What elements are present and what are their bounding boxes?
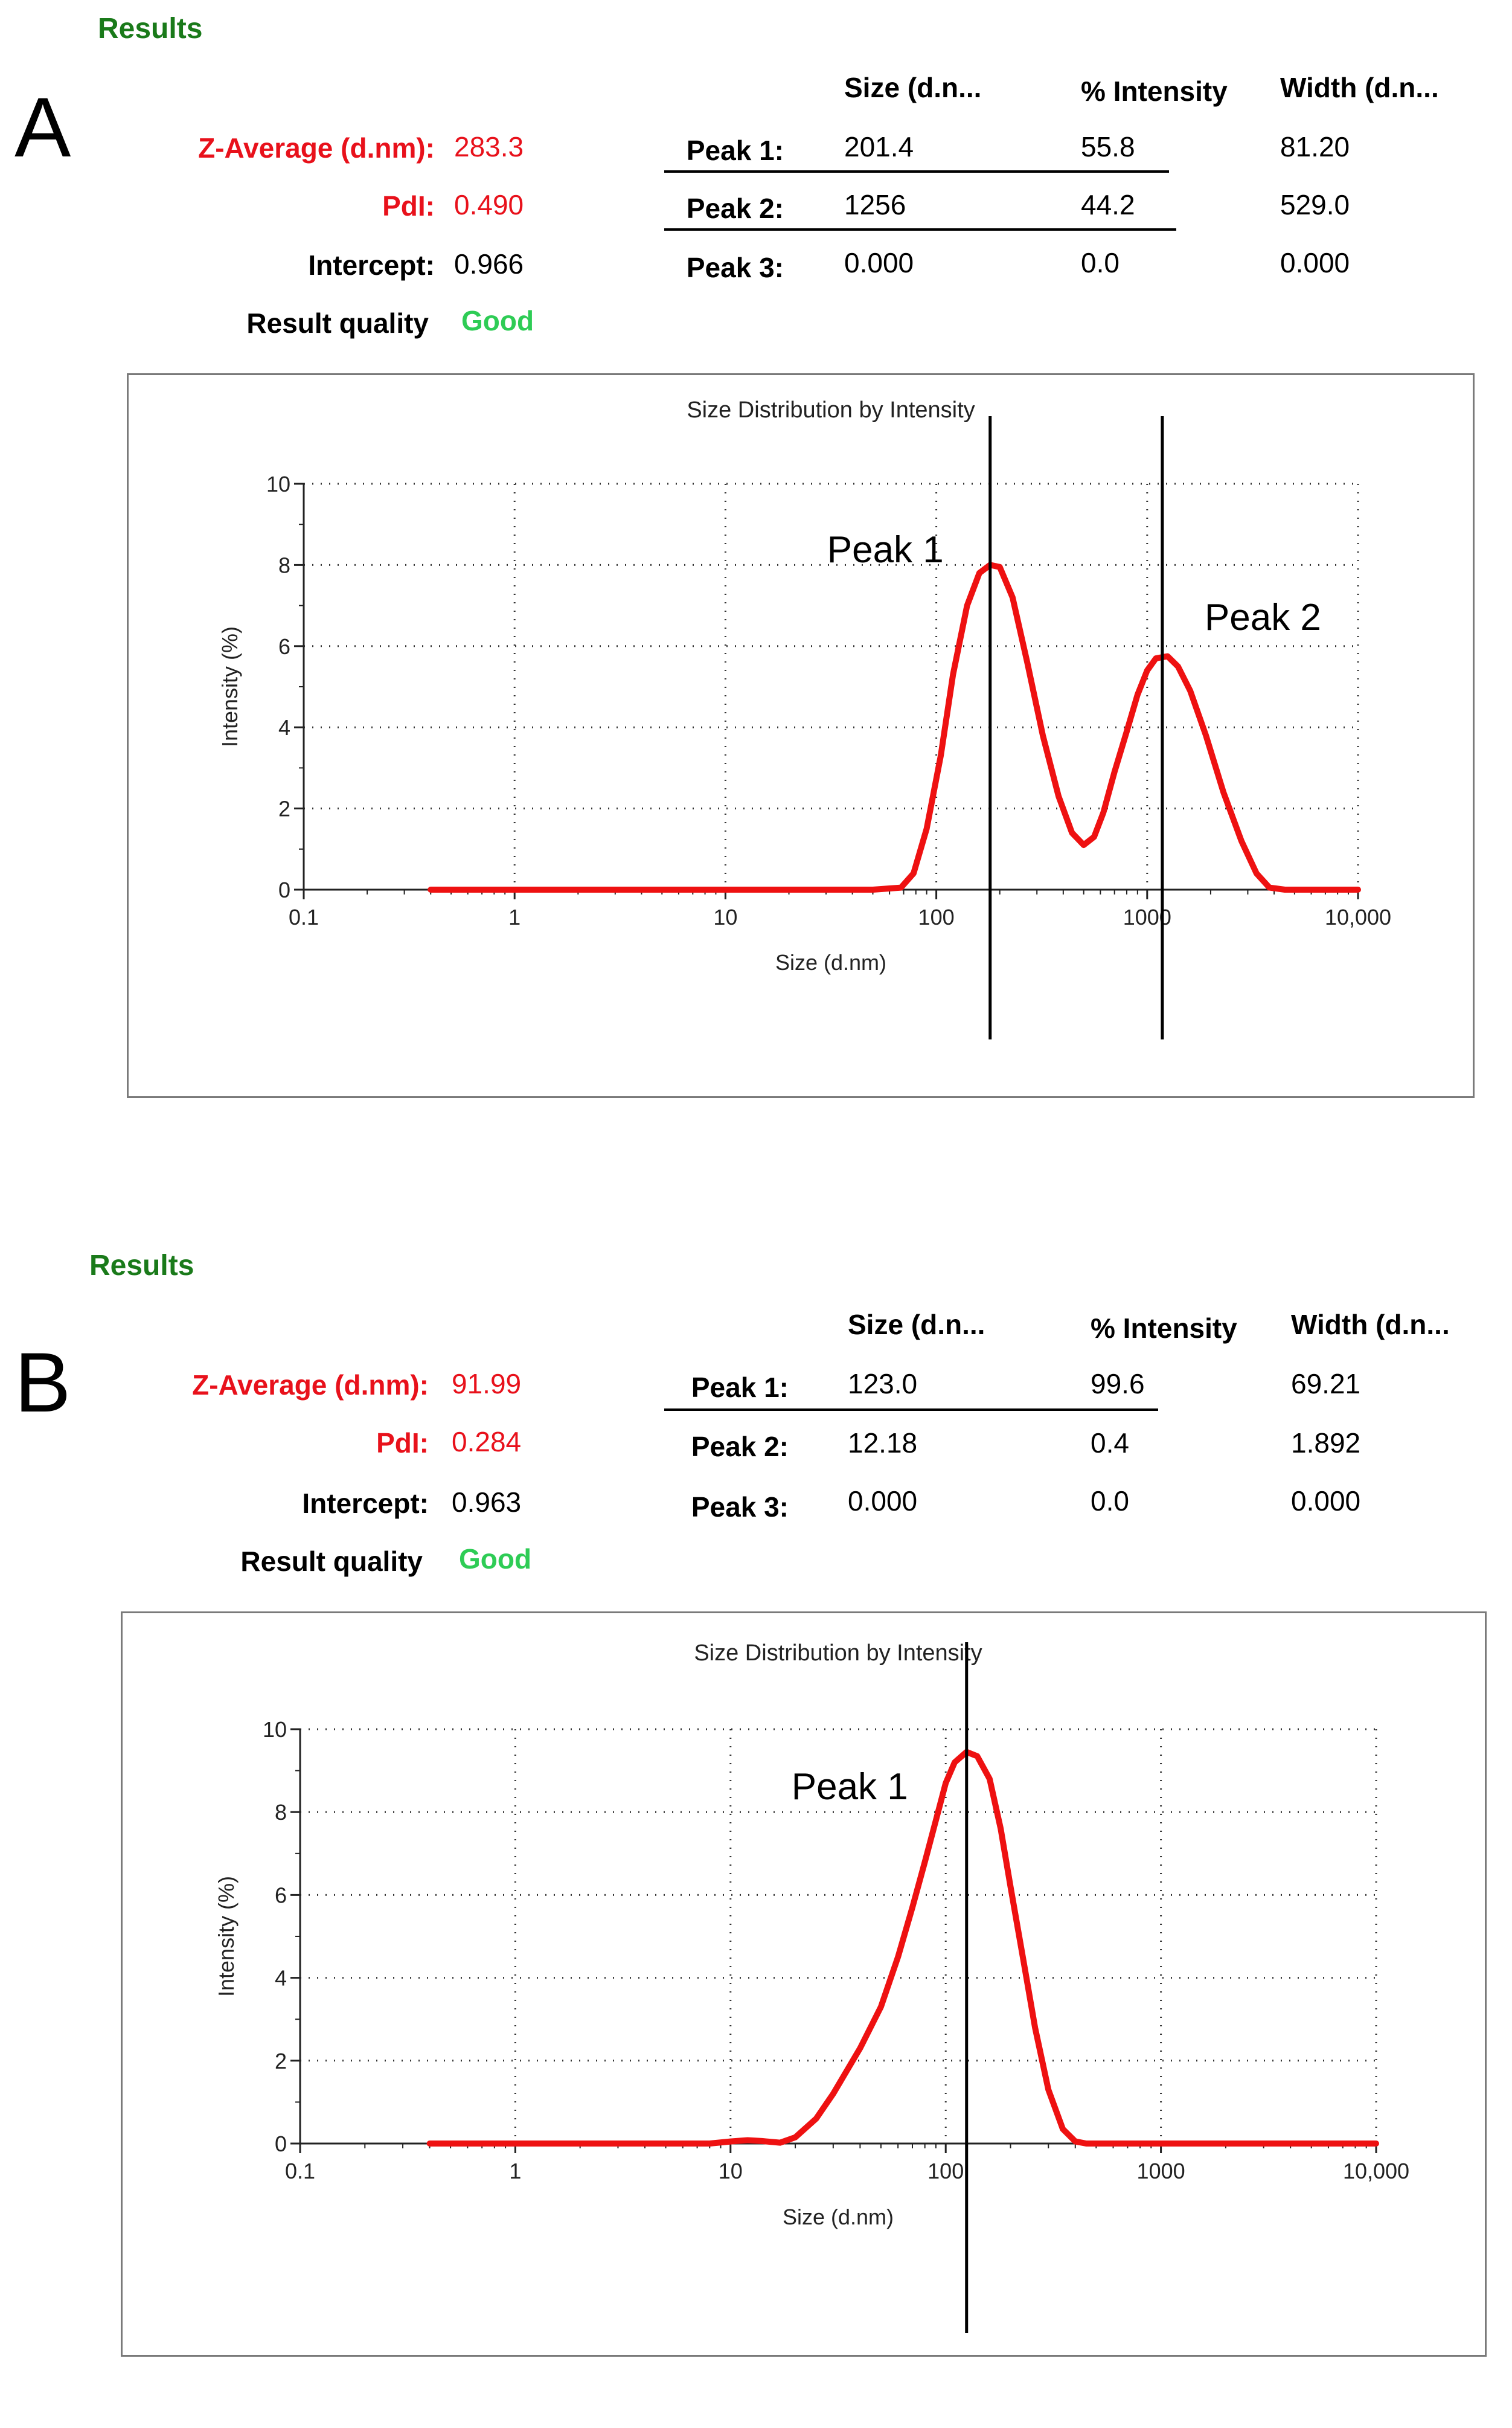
- peak-2-width: 529.0: [1280, 189, 1350, 220]
- z-average-label: Z-Average (d.nm):: [198, 132, 435, 164]
- peak-3-intensity: 0.0: [1081, 247, 1120, 278]
- y-tick-label: 10: [263, 1717, 287, 1742]
- intercept-value: 0.963: [452, 1486, 522, 1518]
- peak-2-intensity: 0.4: [1091, 1427, 1129, 1459]
- z-average-label: Z-Average (d.nm):: [192, 1369, 429, 1401]
- col-header-intensity: % Intensity: [1091, 1312, 1237, 1344]
- x-tick-label: 100: [927, 2159, 964, 2183]
- y-tick-label: 10: [266, 472, 290, 496]
- col-header-width: Width (d.n...: [1280, 72, 1439, 103]
- z-average-value: 283.3: [454, 131, 524, 162]
- peak-3-width: 0.000: [1280, 247, 1350, 278]
- peak-2-size: 12.18: [848, 1427, 918, 1459]
- y-tick-label: 0: [278, 878, 290, 902]
- peak-3-label: Peak 3:: [691, 1491, 789, 1523]
- result-quality-value: Good: [461, 305, 534, 336]
- peak-1-intensity: 55.8: [1081, 131, 1135, 162]
- table-divider: [664, 228, 1176, 231]
- peak-annotation: Peak 2: [1205, 597, 1321, 638]
- col-header-intensity: % Intensity: [1081, 75, 1228, 107]
- peak-3-width: 0.000: [1291, 1485, 1361, 1517]
- x-tick-label: 10: [719, 2159, 743, 2183]
- intensity-series-line: [428, 562, 1361, 893]
- peak-2-intensity: 44.2: [1081, 189, 1135, 220]
- x-tick-label: 1000: [1123, 905, 1171, 930]
- intercept-label: Intercept:: [302, 1488, 429, 1519]
- peak-1-label: Peak 1:: [686, 135, 784, 166]
- peak-3-size: 0.000: [844, 247, 914, 278]
- x-tick-label: 1: [508, 905, 521, 930]
- peak-2-label: Peak 2:: [691, 1431, 789, 1462]
- peak-1-width: 81.20: [1280, 131, 1350, 162]
- intercept-label: Intercept:: [308, 249, 435, 281]
- y-tick-label: 2: [278, 797, 290, 821]
- pdi-value: 0.284: [452, 1426, 522, 1457]
- intensity-series-line: [426, 1749, 1379, 2147]
- peak-1-intensity: 99.6: [1091, 1368, 1145, 1399]
- peak-1-width: 69.21: [1291, 1368, 1361, 1399]
- results-title: Results: [89, 1250, 194, 1282]
- x-axis-label: Size (d.nm): [775, 950, 886, 975]
- peak-1-label: Peak 1:: [691, 1372, 789, 1403]
- pdi-label: PdI:: [382, 190, 435, 222]
- x-tick-label: 10,000: [1325, 905, 1391, 930]
- pdi-label: PdI:: [376, 1427, 429, 1459]
- peak-2-width: 1.892: [1291, 1427, 1361, 1459]
- result-quality-label: Result quality: [246, 307, 429, 339]
- col-header-width: Width (d.n...: [1291, 1309, 1450, 1340]
- result-quality-value: Good: [459, 1543, 532, 1575]
- peak-1-size: 201.4: [844, 131, 914, 162]
- col-header-size: Size (d.n...: [848, 1309, 985, 1340]
- y-tick-label: 0: [275, 2131, 287, 2156]
- intercept-value: 0.966: [454, 248, 524, 280]
- peak-3-label: Peak 3:: [686, 252, 784, 283]
- panel-letter: B: [14, 1335, 71, 1430]
- panel-a: Results A Z-Average (d.nm): 283.3 PdI: 0…: [0, 0, 1512, 1191]
- results-title: Results: [98, 13, 203, 45]
- x-tick-label: 0.1: [289, 905, 319, 930]
- peak-2-label: Peak 2:: [686, 193, 784, 224]
- panel-b: Results B Z-Average (d.nm): 91.99 PdI: 0…: [0, 1237, 1512, 2428]
- y-tick-label: 2: [275, 2049, 287, 2073]
- peak-annotation: Peak 1: [827, 529, 944, 571]
- x-axis-label: Size (d.nm): [783, 2205, 894, 2229]
- col-header-size: Size (d.n...: [844, 72, 982, 103]
- peak-annotation: Peak 1: [792, 1766, 908, 1808]
- result-quality-label: Result quality: [240, 1546, 423, 1577]
- y-tick-label: 8: [278, 553, 290, 577]
- y-tick-label: 6: [278, 634, 290, 659]
- x-tick-label: 1: [509, 2159, 521, 2183]
- peak-3-size: 0.000: [848, 1485, 918, 1517]
- y-axis-label: Intensity (%): [217, 626, 242, 747]
- table-divider: [664, 170, 1169, 173]
- z-average-value: 91.99: [452, 1368, 522, 1399]
- chart-title: Size Distribution by Intensity: [694, 1640, 982, 1666]
- peak-2-size: 1256: [844, 189, 906, 220]
- panel-letter: A: [14, 80, 71, 175]
- pdi-value: 0.490: [454, 189, 524, 220]
- size-distribution-chart: Size Distribution by Intensity 0 2 4 6 8 10 0.1…: [214, 1640, 1409, 2333]
- x-tick-label: 10,000: [1343, 2159, 1409, 2183]
- x-tick-label: 100: [918, 905, 955, 930]
- y-axis-label: Intensity (%): [214, 1876, 239, 1997]
- x-tick-label: 1000: [1137, 2159, 1185, 2183]
- table-divider: [664, 1408, 1158, 1411]
- x-tick-label: 10: [713, 905, 737, 930]
- y-tick-label: 8: [275, 1800, 287, 1825]
- y-tick-label: 6: [275, 1883, 287, 1907]
- peak-1-size: 123.0: [848, 1368, 918, 1399]
- chart-frame: Size Distribution by Intensity 0 2 4 6 8 10 0.1…: [121, 1611, 1487, 2357]
- y-tick-label: 4: [278, 715, 290, 740]
- chart-frame: Size Distribution by Intensity 0 2 4 6 8 10 0.1…: [127, 373, 1475, 1098]
- chart-title: Size Distribution by Intensity: [687, 397, 975, 423]
- y-tick-label: 4: [275, 1966, 287, 1991]
- peak-3-intensity: 0.0: [1091, 1485, 1129, 1517]
- size-distribution-chart: Size Distribution by Intensity 0 2 4 6 8 10 0.1…: [217, 397, 1391, 1039]
- x-tick-label: 0.1: [285, 2159, 315, 2183]
